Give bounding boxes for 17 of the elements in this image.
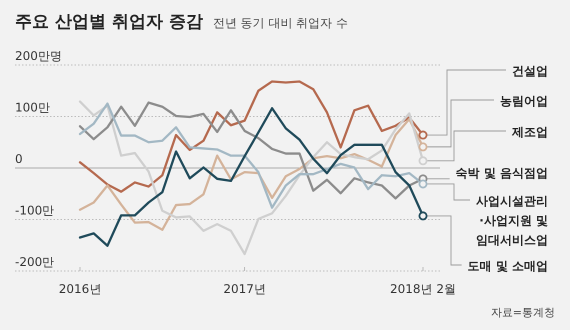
- legend-label: 숙박 및 음식점업: [456, 166, 548, 180]
- text: 사업시설관리·사업지원 및 임대서비스업: [476, 194, 548, 247]
- y-tick-label: 0: [15, 152, 23, 166]
- text: 농림어업: [500, 94, 548, 108]
- text: 건설업: [512, 64, 548, 78]
- chart-title: 주요 산업별 취업자 증감: [15, 12, 203, 32]
- y-tick-label: -200만: [15, 255, 54, 269]
- chart-subtitle: 전년 동기 대비 취업자 수: [212, 16, 348, 30]
- y-tick-label: -100만: [15, 204, 54, 218]
- text: 자료=통계청: [490, 306, 555, 319]
- text: 도매 및 소매업: [468, 259, 548, 273]
- x-tick-label: 2018년 2월: [390, 282, 456, 296]
- text: 제조업: [512, 125, 548, 139]
- x-tick-label: 2016년: [58, 282, 102, 296]
- y-tick-label: 100만: [15, 100, 50, 114]
- x-tick-label: 2017년: [223, 282, 266, 296]
- y-tick-label: 200만명: [15, 49, 62, 63]
